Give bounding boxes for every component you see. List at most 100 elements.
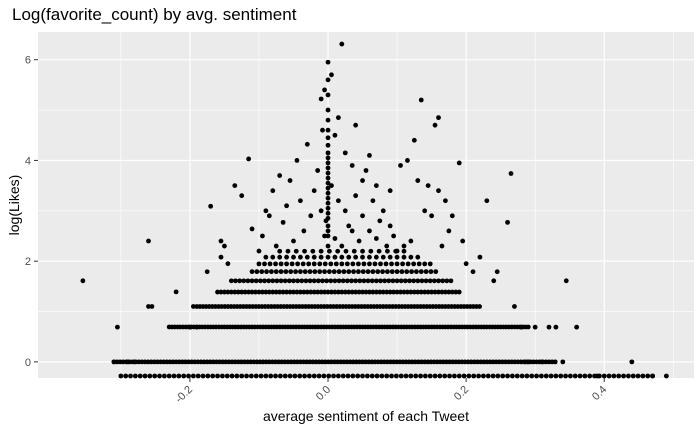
data-point: [365, 278, 371, 284]
data-point: [505, 219, 510, 225]
data-point: [327, 269, 332, 275]
y-tick-label: 2: [25, 256, 31, 268]
data-point: [353, 254, 359, 260]
data-point: [307, 269, 313, 275]
data-point: [425, 289, 431, 295]
data-point: [329, 72, 334, 78]
data-point: [436, 115, 441, 121]
data-point: [316, 373, 322, 379]
data-point: [375, 269, 381, 275]
data-point: [364, 373, 370, 379]
data-point: [415, 254, 421, 260]
data-point: [325, 195, 331, 201]
data-point: [383, 261, 389, 267]
data-point: [310, 248, 316, 254]
data-point: [278, 269, 284, 275]
data-point: [429, 213, 434, 219]
data-point: [477, 304, 482, 309]
data-point: [187, 324, 193, 330]
data-point: [186, 373, 191, 379]
data-point: [332, 254, 338, 260]
data-point: [351, 269, 356, 275]
data-point: [195, 373, 201, 379]
data-point: [514, 373, 520, 379]
data-point: [477, 254, 483, 260]
data-point: [325, 200, 331, 206]
data-point: [322, 289, 327, 295]
data-point: [215, 373, 220, 379]
chart-title: Log(favorite_count) by avg. sentiment: [12, 5, 297, 24]
data-point: [282, 373, 288, 379]
data-point: [284, 289, 289, 295]
data-point: [370, 289, 376, 295]
data-point: [368, 248, 374, 254]
data-point: [263, 254, 269, 260]
data-point: [393, 373, 399, 379]
data-point: [331, 373, 336, 379]
data-point: [262, 278, 267, 284]
data-point: [370, 198, 376, 204]
data-point: [405, 158, 410, 163]
data-point: [650, 373, 655, 379]
data-point: [519, 373, 525, 379]
data-point: [312, 269, 318, 275]
data-point: [525, 359, 531, 365]
data-point: [346, 223, 352, 229]
data-point: [480, 373, 486, 379]
data-point: [428, 269, 434, 275]
data-point: [494, 269, 500, 275]
data-point: [485, 373, 491, 379]
data-point: [260, 289, 265, 295]
data-point: [311, 289, 317, 295]
data-point: [367, 289, 372, 295]
data-point: [204, 269, 210, 275]
data-point: [436, 289, 441, 295]
data-point: [299, 278, 305, 284]
data-point: [304, 289, 310, 295]
data-point: [548, 373, 554, 379]
data-point: [391, 289, 397, 295]
data-point: [322, 87, 327, 93]
data-point: [142, 373, 148, 379]
data-point: [525, 324, 531, 330]
data-point: [80, 278, 86, 284]
data-point: [539, 359, 545, 365]
data-point: [415, 278, 421, 284]
data-point: [270, 278, 276, 284]
data-point: [405, 261, 411, 267]
data-point: [304, 141, 310, 147]
data-point: [398, 373, 404, 379]
data-point: [325, 142, 331, 148]
data-point: [146, 238, 151, 244]
data-point: [411, 289, 417, 295]
data-point: [303, 278, 309, 284]
data-point: [378, 261, 383, 267]
data-point: [237, 278, 243, 284]
data-point: [325, 175, 331, 181]
data-point: [336, 278, 342, 284]
data-point: [277, 173, 283, 178]
data-point: [534, 373, 539, 379]
data-point: [111, 359, 117, 365]
data-point: [325, 117, 331, 123]
data-point: [267, 261, 273, 267]
data-point: [398, 278, 404, 284]
data-point: [398, 163, 403, 168]
data-point: [283, 269, 289, 275]
data-point: [355, 373, 361, 379]
data-point: [325, 135, 331, 141]
data-point: [325, 155, 331, 161]
data-point: [611, 373, 617, 379]
data-point: [256, 248, 262, 254]
data-point: [373, 183, 379, 189]
data-point: [322, 269, 327, 275]
data-points: [80, 41, 669, 379]
data-point: [297, 373, 303, 379]
data-point: [433, 269, 439, 275]
data-point: [453, 289, 459, 295]
data-point: [256, 261, 262, 267]
data-point: [219, 373, 225, 379]
data-point: [278, 261, 284, 267]
data-point: [339, 261, 345, 267]
